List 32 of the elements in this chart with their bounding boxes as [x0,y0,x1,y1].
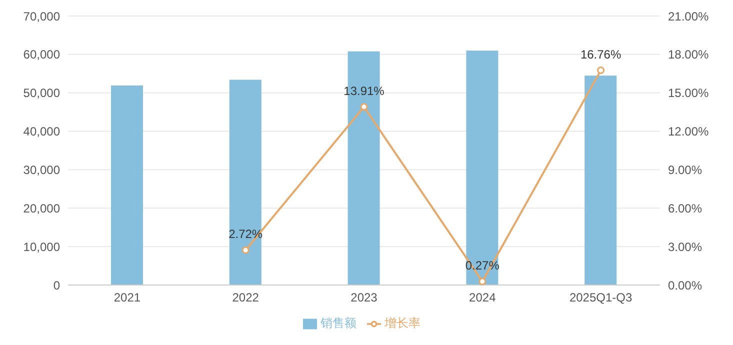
y2-tick-label: 21.00% [668,9,710,24]
y-tick-label: 20,000 [23,201,60,216]
data-label: 16.76% [580,47,622,62]
y2-tick-label: 0.00% [668,278,702,292]
y-tick-label: 70,000 [23,9,60,24]
y-tick-label: 10,000 [23,240,60,254]
bar [584,76,617,285]
y2-tick-label: 12.00% [668,124,710,139]
y-tick-label: 60,000 [23,48,60,62]
y2-tick-label: 18.00% [668,48,710,62]
legend-label: 增长率 [384,316,420,330]
bar [466,50,498,285]
y2-tick-label: 3.00% [668,240,702,254]
x-tick-label: 2024 [469,290,496,305]
bar [229,80,262,285]
x-tick-label: 2025Q1-Q3 [569,290,632,305]
x-tick-label: 2021 [114,290,141,305]
point [360,103,368,111]
legend-label: 销售额 [320,316,356,330]
x-tick-label: 2022 [232,290,260,305]
x-tick-label: 2023 [350,290,378,305]
y-tick-label: 30,000 [23,162,60,177]
bar [111,86,143,285]
y-tick-label: 0 [53,278,60,292]
y2-tick-label: 9.00% [668,162,702,177]
point [478,278,486,285]
y2-tick-label: 6.00% [668,201,702,216]
y2-tick-label: 15.00% [668,86,710,100]
point [597,66,605,74]
y-tick-label: 50,000 [23,86,60,100]
y-tick-label: 40,000 [23,124,60,139]
point [242,246,250,254]
